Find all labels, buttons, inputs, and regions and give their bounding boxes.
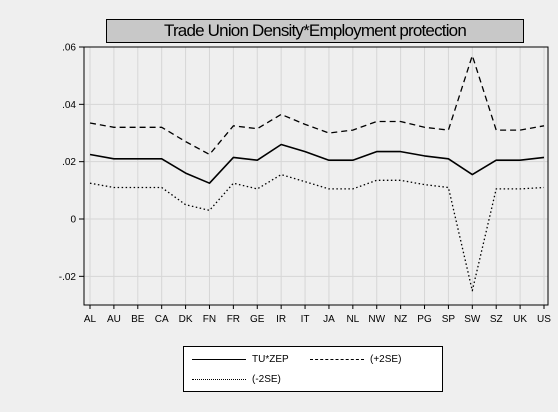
legend-entry-plus-2se: (+2SE) [310,351,401,367]
y-tick-label: -.02 [59,272,77,283]
y-tick-label: 0 [70,215,76,226]
y-tick-label: .06 [62,43,76,54]
y-axis: -.02 0 .02 .04 .06 [59,43,84,283]
series-line-dotted [89,173,545,292]
legend-label: TU*ZEP [252,353,289,365]
x-tick-label: NL [346,314,359,325]
x-tick-label: SW [464,314,481,325]
legend: TU*ZEP (+2SE) (-2SE) [183,346,443,392]
x-tick-label: CA [155,314,169,325]
legend-swatch-solid [192,358,246,360]
series-layer [89,54,545,292]
x-tick-label: FR [227,314,240,325]
y-tick-label: .04 [62,100,76,111]
x-tick-label: AL [84,314,97,325]
x-tick-label: SZ [490,314,503,325]
legend-swatch-dotted [192,378,246,380]
x-tick-label: US [537,314,551,325]
y-tick-label: .02 [62,157,76,168]
x-tick-label: BE [131,314,145,325]
x-tick-label: NW [368,314,385,325]
x-tick-label: NZ [394,314,407,325]
legend-label: (+2SE) [370,353,402,365]
series-line-solid [89,143,545,184]
x-tick-label: DK [179,314,193,325]
plot-frame [83,46,549,306]
x-axis: AL AU BE CA DK FN FR GE IR IT JA NL NW NZ PG SP SW SZ UK US [84,305,551,325]
x-tick-label: PG [417,314,432,325]
x-tick-label: IR [276,314,286,325]
legend-swatch-dashed [310,358,364,360]
chart-title: Trade Union Density*Employment protectio… [106,19,524,43]
x-tick-label: JA [323,314,335,325]
legend-label: (-2SE) [252,373,281,385]
x-tick-label: IT [301,314,310,325]
series-line-dashed [89,54,545,156]
x-tick-label: SP [442,314,456,325]
x-tick-label: UK [513,314,527,325]
legend-entry-minus-2se: (-2SE) [192,371,281,387]
x-tick-label: FN [203,314,216,325]
x-tick-label: AU [107,314,121,325]
legend-entry-tu-zep: TU*ZEP [192,351,289,367]
x-tick-label: GE [250,314,265,325]
